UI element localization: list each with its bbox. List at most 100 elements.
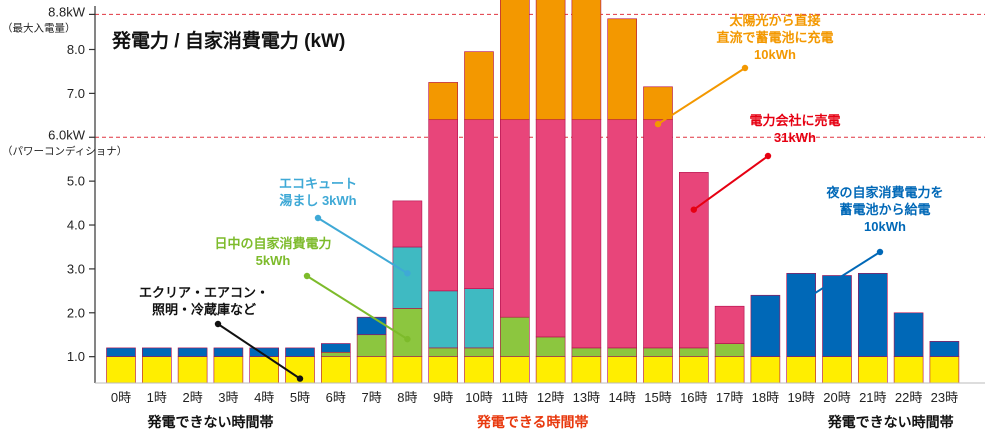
- x-tick-label: 0時: [111, 390, 131, 405]
- bar-segment-charge_direct: [643, 86, 673, 121]
- y-tick-label: 2.0: [67, 305, 85, 320]
- bar-segment-base: [356, 356, 387, 384]
- x-tick-label: 12時: [537, 390, 564, 405]
- bar-segment-sell: [428, 119, 459, 292]
- bar-segment-charge_direct: [428, 82, 459, 121]
- bar-segment-daytime_self: [499, 316, 530, 357]
- bar-segment-charge_direct: [499, 0, 530, 121]
- reference-line-sublabel: （最大入電量）: [2, 21, 76, 34]
- x-tick-label: 18時: [752, 390, 779, 405]
- bar-segment-base: [786, 356, 817, 384]
- annotation-dot: [654, 120, 662, 128]
- annotation-leader-line: [306, 275, 408, 340]
- bar-segment-sell: [464, 119, 494, 289]
- x-tick-label: 9時: [433, 390, 453, 405]
- bar-segment-battery_supply: [857, 272, 888, 357]
- x-tick-label: 15時: [644, 390, 671, 405]
- annotation-dot: [296, 375, 304, 382]
- bar-segment-base: [177, 356, 208, 384]
- bar-segment-battery_supply: [249, 347, 279, 357]
- bar-segment-sell: [392, 200, 423, 248]
- bar-segment-base: [929, 356, 960, 384]
- y-tick-label: 3.0: [67, 261, 85, 276]
- bar-segment-daytime_self: [714, 343, 745, 357]
- bar-segment-base: [822, 356, 852, 384]
- bar-segment-battery_supply: [142, 347, 172, 357]
- bar-segment-base: [428, 356, 459, 384]
- annotation-dot: [404, 335, 411, 343]
- y-tick-label: 1.0: [67, 349, 85, 364]
- annotation-text: 蓄電池から給電: [839, 202, 930, 217]
- bar-segment-base: [464, 356, 494, 384]
- x-tick-label: 1時: [147, 390, 167, 405]
- annotation-dot: [741, 64, 749, 72]
- x-tick-label: 7時: [361, 390, 381, 405]
- x-tick-label: 17時: [716, 390, 743, 405]
- x-tick-label: 22時: [895, 390, 922, 405]
- annotation-text: エクリア・エアコン・: [139, 285, 269, 300]
- annotation-dot: [214, 320, 222, 328]
- bar-segment-base: [750, 356, 781, 384]
- x-tick-label: 19時: [787, 390, 814, 405]
- bar-segment-base: [142, 356, 172, 384]
- annotation-text: 5kWh: [256, 253, 291, 268]
- bar-segment-battery_supply: [786, 272, 817, 357]
- annotation-dot: [764, 152, 772, 160]
- bar-segment-base: [857, 356, 888, 384]
- annotation-leader-line: [693, 155, 769, 211]
- bar-segment-base: [643, 356, 673, 384]
- bar-segment-daytime_self: [464, 347, 494, 357]
- x-tick-label: 3時: [218, 390, 238, 405]
- annotation-text: 電力会社に売電: [749, 113, 840, 128]
- period-label: 発電できない時間帯: [147, 414, 274, 430]
- bar-segment-daytime_self: [678, 347, 709, 357]
- bar-segment-daytime_self: [643, 347, 673, 357]
- annotation-leader-line: [217, 323, 301, 380]
- bar-segment-sell: [571, 119, 602, 349]
- bar-segment-ecocute: [464, 288, 494, 349]
- annotation-text: 夜の自家消費電力を: [825, 185, 943, 200]
- x-tick-label: 20時: [823, 390, 850, 405]
- bar-segment-base: [106, 356, 136, 384]
- reference-line-label: 6.0kW: [48, 127, 86, 142]
- bar-segment-base: [499, 356, 530, 384]
- annotation-text: 照明・冷蔵庫など: [152, 302, 256, 317]
- y-tick-label: 4.0: [67, 218, 85, 233]
- bar-segment-battery_supply: [285, 347, 315, 357]
- reference-line-sublabel: （パワーコンディショナ）: [2, 144, 127, 157]
- bar-segment-charge_direct: [607, 18, 638, 121]
- bar-segment-battery_supply: [320, 343, 351, 353]
- x-tick-label: 21時: [859, 390, 886, 405]
- annotation-text: 日中の自家消費電力: [214, 236, 331, 251]
- bar-segment-sell: [714, 305, 745, 344]
- annotation-text: 太陽光から直接: [728, 13, 820, 28]
- x-tick-label: 4時: [254, 390, 274, 405]
- x-tick-label: 13時: [573, 390, 600, 405]
- bar-segment-battery_supply: [177, 347, 208, 357]
- annotation-text: 10kWh: [864, 219, 906, 234]
- y-tick-label: 7.0: [67, 86, 85, 101]
- bar-segment-battery_supply: [213, 347, 244, 357]
- bar-segment-charge_direct: [464, 51, 494, 121]
- annotation-dot: [876, 248, 884, 256]
- bar-segment-battery_supply: [356, 316, 387, 336]
- bar-segment-charge_direct: [571, 0, 602, 121]
- annotation-leader-line: [317, 217, 408, 275]
- bar-segment-sell: [607, 119, 638, 349]
- x-tick-label: 23時: [931, 390, 958, 405]
- annotation-dot: [303, 272, 311, 280]
- annotation-dot: [314, 214, 322, 222]
- x-tick-label: 16時: [680, 390, 707, 405]
- x-tick-label: 2時: [182, 390, 202, 405]
- bar-segment-base: [714, 356, 745, 384]
- annotation-text: 10kWh: [754, 47, 796, 62]
- period-label: 発電できない時間帯: [827, 414, 954, 430]
- x-tick-label: 5時: [290, 390, 310, 405]
- bar-segment-battery_supply: [822, 275, 852, 357]
- bar-segment-daytime_self: [571, 347, 602, 357]
- bar-segment-base: [213, 356, 244, 384]
- annotation-text: 直流で蓄電池に充電: [716, 30, 833, 45]
- bar-segment-base: [392, 356, 423, 384]
- bar-segment-daytime_self: [320, 351, 351, 357]
- bar-segment-ecocute: [428, 290, 459, 349]
